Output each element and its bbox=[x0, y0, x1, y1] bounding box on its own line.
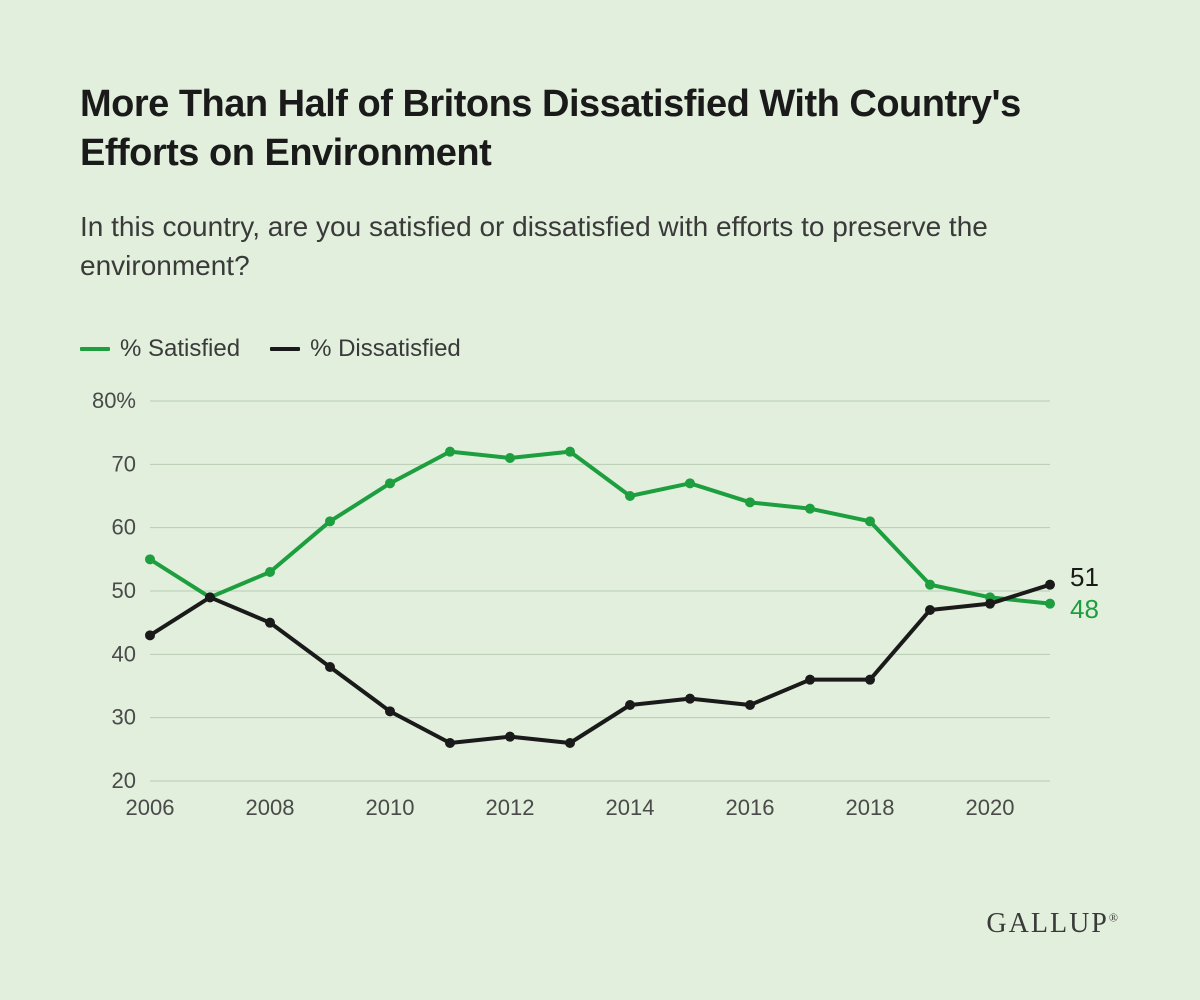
series-marker bbox=[265, 618, 275, 628]
series-line bbox=[150, 585, 1050, 743]
chart-container: More Than Half of Britons Dissatisfied W… bbox=[0, 0, 1200, 1000]
series-end-label: 48 bbox=[1070, 594, 1099, 624]
legend-label-dissatisfied: % Dissatisfied bbox=[310, 335, 461, 363]
series-marker bbox=[685, 478, 695, 488]
series-marker bbox=[745, 700, 755, 710]
y-tick-label: 20 bbox=[112, 768, 136, 793]
series-marker bbox=[505, 732, 515, 742]
series-marker bbox=[625, 491, 635, 501]
series-marker bbox=[325, 516, 335, 526]
y-tick-label: 80% bbox=[92, 391, 136, 413]
series-marker bbox=[505, 453, 515, 463]
legend-item-satisfied: % Satisfied bbox=[80, 335, 240, 363]
series-marker bbox=[265, 567, 275, 577]
series-marker bbox=[1045, 599, 1055, 609]
brand-logo: GALLUP® bbox=[986, 908, 1120, 940]
y-tick-label: 60 bbox=[112, 515, 136, 540]
legend-label-satisfied: % Satisfied bbox=[120, 335, 240, 363]
chart-svg: 20 30 40 50 60 70 80% 2006 2008 2010 2012 2014 2016 2… bbox=[80, 391, 1120, 831]
y-tick-label: 50 bbox=[112, 578, 136, 603]
series-marker bbox=[745, 497, 755, 507]
series-marker bbox=[145, 554, 155, 564]
brand-registered-icon: ® bbox=[1109, 911, 1120, 925]
x-tick-label: 2006 bbox=[126, 795, 175, 820]
series-marker bbox=[925, 580, 935, 590]
x-tick-label: 2018 bbox=[846, 795, 895, 820]
x-tick-label: 2014 bbox=[606, 795, 655, 820]
legend: % Satisfied % Dissatisfied bbox=[80, 335, 1120, 363]
y-tick-label: 70 bbox=[112, 451, 136, 476]
series-marker bbox=[805, 504, 815, 514]
series-marker bbox=[625, 700, 635, 710]
chart-plot: 20 30 40 50 60 70 80% 2006 2008 2010 2012 2014 2016 2… bbox=[80, 391, 1120, 831]
series-marker bbox=[985, 599, 995, 609]
series-marker bbox=[805, 675, 815, 685]
y-tick-label: 40 bbox=[112, 641, 136, 666]
series-marker bbox=[445, 738, 455, 748]
chart-title: More Than Half of Britons Dissatisfied W… bbox=[80, 80, 1120, 179]
series-marker bbox=[325, 662, 335, 672]
legend-item-dissatisfied: % Dissatisfied bbox=[270, 335, 461, 363]
x-tick-label: 2012 bbox=[486, 795, 535, 820]
series-marker bbox=[925, 605, 935, 615]
series-marker bbox=[685, 694, 695, 704]
x-tick-label: 2010 bbox=[366, 795, 415, 820]
brand-text: GALLUP bbox=[986, 908, 1108, 939]
series-marker bbox=[565, 738, 575, 748]
series-marker bbox=[385, 478, 395, 488]
series-marker bbox=[445, 447, 455, 457]
series-marker bbox=[865, 675, 875, 685]
series-marker bbox=[865, 516, 875, 526]
series-marker bbox=[1045, 580, 1055, 590]
y-tick-label: 30 bbox=[112, 705, 136, 730]
series-marker bbox=[565, 447, 575, 457]
legend-swatch-dissatisfied bbox=[270, 347, 300, 351]
x-tick-label: 2020 bbox=[966, 795, 1015, 820]
series-marker bbox=[145, 630, 155, 640]
x-tick-label: 2008 bbox=[246, 795, 295, 820]
series-marker bbox=[385, 706, 395, 716]
series-marker bbox=[205, 592, 215, 602]
chart-subtitle: In this country, are you satisfied or di… bbox=[80, 207, 1120, 285]
series-end-label: 51 bbox=[1070, 562, 1099, 592]
x-tick-label: 2016 bbox=[726, 795, 775, 820]
legend-swatch-satisfied bbox=[80, 347, 110, 351]
